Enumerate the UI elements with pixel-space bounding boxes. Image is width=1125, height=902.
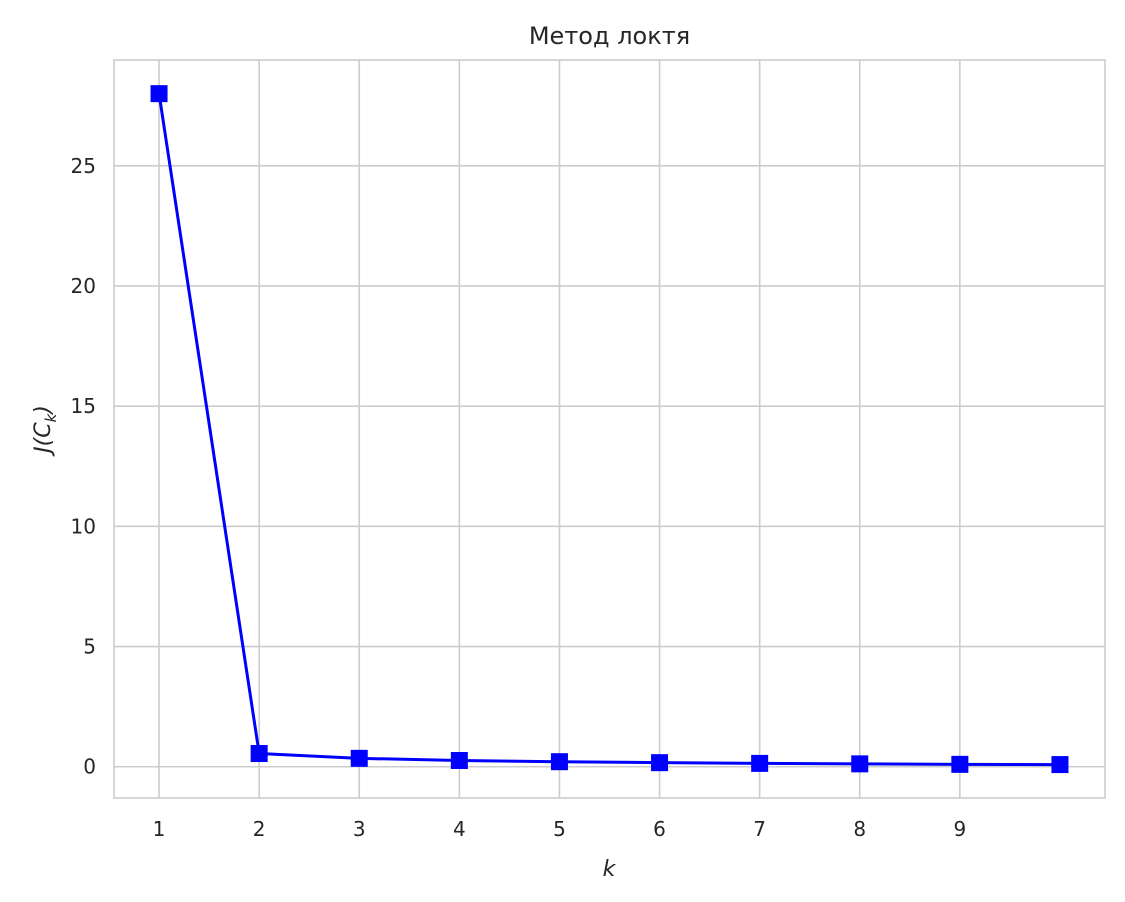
y-tick-label: 5: [83, 635, 96, 659]
data-point-marker: [651, 754, 669, 772]
y-axis-label-prefix: J(C: [31, 422, 56, 457]
data-point-marker: [250, 745, 268, 763]
y-tick-label: 20: [71, 274, 96, 298]
data-point-marker: [450, 751, 468, 769]
y-tick-label: 15: [71, 394, 96, 418]
y-axis-label-subscript: k: [42, 412, 60, 422]
series: [150, 85, 1069, 774]
x-tick-label: 3: [353, 817, 366, 841]
plot-frame: [113, 59, 1106, 799]
series-line: [157, 93, 1060, 767]
data-point-marker: [150, 85, 168, 103]
y-tick-label: 0: [83, 755, 96, 779]
y-axis-label: J(Ck): [31, 405, 60, 457]
x-tick-labels: 1 2 3 4 5 6 7 8 9: [153, 817, 967, 841]
x-tick-label: 4: [453, 817, 466, 841]
data-point-marker: [550, 753, 568, 771]
x-tick-label: 1: [153, 817, 166, 841]
x-axis-label: k: [603, 857, 617, 882]
data-point-marker: [951, 755, 969, 773]
x-tick-label: 6: [653, 817, 666, 841]
y-axis-label-suffix: ): [31, 405, 56, 416]
y-tick-label: 10: [71, 514, 96, 538]
data-point-marker: [1051, 756, 1069, 774]
chart-title: Метод локтя: [529, 22, 690, 50]
data-point-marker: [350, 749, 368, 767]
grid: [114, 60, 1105, 798]
data-point-marker: [751, 754, 769, 772]
x-tick-label: 2: [253, 817, 266, 841]
y-tick-label: 25: [71, 154, 96, 178]
x-tick-label: 7: [753, 817, 766, 841]
x-tick-label: 5: [553, 817, 566, 841]
x-tick-label: 9: [953, 817, 966, 841]
x-tick-label: 8: [853, 817, 866, 841]
y-tick-labels: 0 5 10 15 20 25: [71, 154, 96, 779]
data-point-marker: [851, 755, 869, 773]
